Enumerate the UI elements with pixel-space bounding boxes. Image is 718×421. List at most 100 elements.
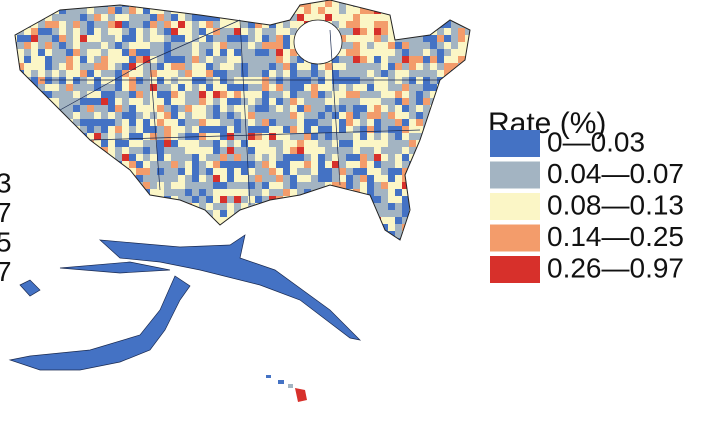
county — [213, 49, 220, 56]
county — [80, 196, 87, 203]
county — [185, 210, 192, 217]
county — [108, 21, 115, 28]
county — [395, 63, 402, 70]
county — [304, 217, 311, 224]
county — [290, 196, 297, 203]
county — [164, 217, 171, 224]
county — [458, 35, 465, 42]
county — [66, 245, 73, 252]
county — [192, 168, 199, 175]
county — [59, 245, 66, 252]
county — [150, 231, 157, 238]
county — [66, 224, 73, 231]
county — [262, 224, 269, 231]
county — [248, 196, 255, 203]
county — [262, 56, 269, 63]
county — [388, 161, 395, 168]
county — [465, 14, 470, 21]
county — [157, 112, 164, 119]
county — [388, 210, 395, 217]
county — [339, 126, 346, 133]
county — [269, 238, 276, 240]
county — [332, 245, 339, 252]
county — [458, 161, 465, 168]
county — [339, 168, 346, 175]
county — [381, 63, 388, 70]
county — [52, 70, 59, 77]
county — [318, 14, 325, 21]
county — [402, 70, 409, 77]
county — [416, 0, 423, 7]
county — [17, 119, 24, 126]
county — [15, 140, 17, 147]
county — [276, 245, 283, 252]
county — [395, 245, 402, 252]
county — [185, 168, 192, 175]
county — [108, 49, 115, 56]
county — [409, 140, 416, 147]
county — [465, 224, 470, 231]
county — [234, 196, 241, 203]
county — [52, 224, 59, 231]
county — [241, 42, 248, 49]
county — [157, 98, 164, 105]
county — [430, 49, 437, 56]
county — [353, 119, 360, 126]
county — [108, 126, 115, 133]
county — [290, 49, 297, 56]
county — [31, 231, 38, 238]
county — [31, 28, 38, 35]
county — [248, 168, 255, 175]
county — [73, 49, 80, 56]
county — [164, 175, 171, 182]
county — [395, 14, 402, 21]
county — [234, 91, 241, 98]
county — [59, 84, 66, 91]
county — [325, 203, 332, 210]
county — [122, 42, 129, 49]
county — [52, 77, 59, 84]
county — [339, 182, 346, 189]
county — [388, 63, 395, 70]
county — [185, 147, 192, 154]
county — [108, 224, 115, 231]
county — [157, 154, 164, 161]
county — [38, 217, 45, 224]
county — [444, 105, 451, 112]
county — [234, 147, 241, 154]
county — [199, 35, 206, 42]
county — [31, 63, 38, 70]
county — [451, 189, 458, 196]
county — [192, 126, 199, 133]
county — [122, 161, 129, 168]
county — [465, 91, 470, 98]
county — [129, 203, 136, 210]
county — [290, 21, 297, 28]
county — [101, 7, 108, 14]
county — [353, 140, 360, 147]
county — [332, 0, 339, 7]
county — [185, 14, 192, 21]
county — [213, 119, 220, 126]
county — [15, 91, 17, 98]
county — [94, 238, 101, 240]
county — [332, 168, 339, 175]
county — [213, 28, 220, 35]
county — [311, 119, 318, 126]
county — [45, 231, 52, 238]
county — [437, 189, 444, 196]
county — [129, 77, 136, 84]
county — [262, 182, 269, 189]
county — [423, 231, 430, 238]
county — [94, 203, 101, 210]
county — [388, 217, 395, 224]
county — [472, 224, 479, 231]
county — [164, 28, 171, 35]
county — [465, 161, 470, 168]
county — [374, 182, 381, 189]
county — [157, 14, 164, 21]
county — [17, 245, 24, 252]
county — [185, 119, 192, 126]
county — [192, 42, 199, 49]
county — [402, 28, 409, 35]
